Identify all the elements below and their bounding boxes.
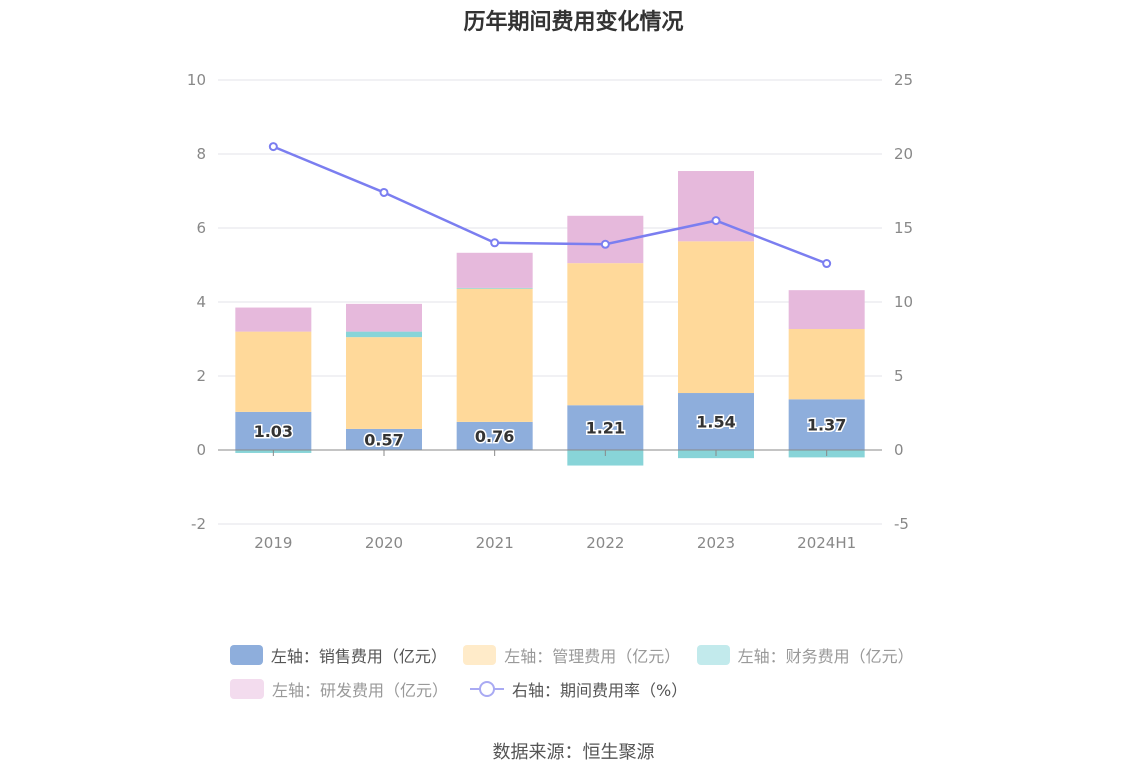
right-axis-tick-label: 25 — [894, 71, 913, 89]
x-axis-tick-label: 2024H1 — [797, 534, 856, 552]
legend-label-rate: 右轴：期间费用率（%） — [512, 681, 688, 700]
x-axis-tick-label: 2023 — [697, 534, 735, 552]
data-source: 数据来源：恒生聚源 — [492, 742, 655, 763]
bar-segment-series-2 — [346, 331, 422, 338]
rate-point — [822, 259, 832, 269]
left-axis-tick-label: 8 — [196, 145, 206, 163]
data-label: 0.57 — [364, 430, 403, 449]
x-axis-tick-label: 2021 — [476, 534, 514, 552]
bar-segment-series-3 — [788, 290, 865, 330]
bar-segment-series-1 — [346, 337, 422, 429]
legend-label-finance: 左轴：财务费用（亿元） — [737, 647, 914, 666]
left-axis-tick-label: 6 — [196, 219, 206, 237]
legend-swatch-admin — [463, 645, 497, 665]
chart-legend: 左轴：销售费用（亿元） 左轴：管理费用（亿元） 左轴：财务费用（亿元） 左轴：研… — [230, 638, 930, 706]
data-label: 1.03 — [254, 422, 293, 441]
legend-item-finance[interactable]: 左轴：财务费用（亿元） — [696, 643, 914, 667]
rate-point — [600, 239, 610, 249]
x-axis-tick-label: 2020 — [365, 534, 403, 552]
bar-segment-series-0 — [346, 428, 422, 450]
bar-segment-series-1 — [788, 329, 865, 400]
right-axis-tick-label: 15 — [894, 219, 913, 237]
legend-label-sales: 左轴：销售费用（亿元） — [270, 647, 447, 666]
right-axis-tick-label: 10 — [894, 293, 913, 311]
rate-line — [272, 145, 828, 265]
rate-point — [711, 216, 721, 226]
bar-segment-series-2 — [567, 450, 644, 466]
bar-segment-series-1 — [678, 241, 754, 394]
left-axis-tick-label: 2 — [196, 367, 206, 385]
legend-item-rate[interactable]: 右轴：期间费用率（%） — [470, 677, 687, 701]
right-axis-tick-label: 0 — [894, 441, 904, 459]
data-label: 1.21 — [586, 419, 625, 438]
bar-segment-series-0 — [456, 421, 533, 450]
right-axis-tick-label: -5 — [894, 515, 909, 533]
bar-segment-series-3 — [456, 252, 533, 288]
legend-swatch-rd — [230, 679, 264, 699]
x-axis-tick-label: 2019 — [254, 534, 292, 552]
legend-swatch-sales — [230, 645, 263, 665]
legend-label-rd: 左轴：研发费用（亿元） — [272, 681, 449, 700]
left-axis-tick-label: 4 — [196, 293, 206, 311]
left-axis-tick-label: -2 — [191, 515, 206, 533]
bar-segment-series-3 — [235, 307, 312, 332]
chart-title: 历年期间费用变化情况 — [463, 10, 684, 35]
bar-segment-series-1 — [456, 288, 533, 422]
right-axis-tick-label: 5 — [894, 367, 904, 385]
data-label: 1.37 — [807, 416, 846, 435]
rate-point — [490, 238, 500, 248]
legend-swatch-finance — [696, 645, 730, 665]
rate-point — [379, 187, 389, 197]
bar-segment-series-1 — [235, 331, 312, 412]
bar-segment-series-0 — [567, 405, 644, 450]
bar-segment-series-1 — [567, 263, 644, 406]
legend-item-rd[interactable]: 左轴：研发费用（亿元） — [230, 677, 448, 701]
bar-segment-series-0 — [678, 393, 754, 450]
legend-label-admin: 左轴：管理费用（亿元） — [504, 647, 681, 666]
bar-segment-series-2 — [456, 287, 533, 289]
legend-line-rate-icon — [470, 679, 505, 699]
x-axis-tick-label: 2022 — [586, 534, 624, 552]
bar-segment-series-3 — [346, 303, 422, 332]
legend-item-sales[interactable]: 左轴：销售费用（亿元） — [230, 643, 447, 667]
right-axis-tick-label: 20 — [894, 145, 913, 163]
rate-point — [268, 142, 278, 152]
left-axis-tick-label: 10 — [187, 71, 206, 89]
legend-item-admin[interactable]: 左轴：管理费用（亿元） — [463, 643, 681, 667]
data-label: 1.54 — [696, 413, 735, 432]
left-axis-tick-label: 0 — [196, 441, 206, 459]
bar-segment-series-0 — [235, 411, 312, 450]
bar-segment-series-0 — [788, 399, 865, 450]
data-label: 0.76 — [475, 427, 514, 446]
